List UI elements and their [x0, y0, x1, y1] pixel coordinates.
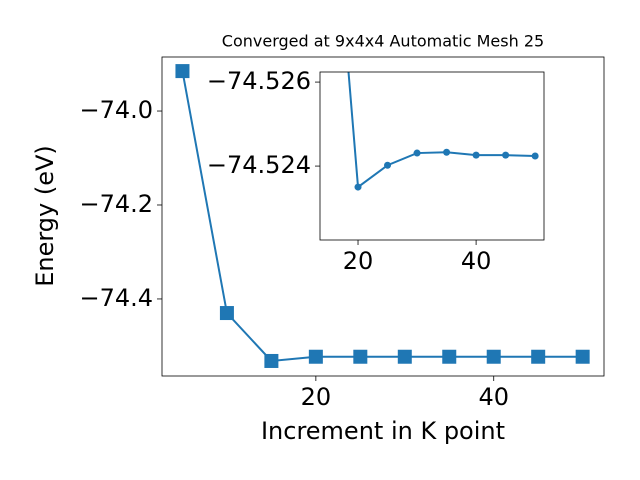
- marker: [397, 349, 412, 364]
- marker: [442, 349, 457, 364]
- marker: [264, 353, 279, 368]
- y-tick-label: −74.0: [79, 96, 153, 124]
- marker: [486, 349, 501, 364]
- data-line: [181, 70, 583, 363]
- marker: [308, 349, 323, 364]
- plot-area: [347, 72, 539, 191]
- marker: [384, 161, 392, 169]
- chart-title: Converged at 9x4x4 Automatic Mesh 25: [222, 32, 544, 51]
- marker: [413, 149, 421, 157]
- y-tick-label: −74.524: [207, 151, 311, 179]
- x-tick-label: 20: [301, 383, 332, 411]
- marker: [443, 148, 451, 156]
- x-tick-label: 40: [461, 247, 492, 275]
- y-tick-label: −74.2: [79, 190, 153, 218]
- x-axis-label: Increment in K point: [261, 417, 505, 445]
- marker: [531, 152, 539, 160]
- data-line: [347, 72, 536, 189]
- marker: [354, 183, 362, 191]
- plot-area: [175, 64, 590, 368]
- marker: [575, 349, 590, 364]
- y-tick-label: −74.526: [207, 67, 311, 95]
- y-tick-label: −74.4: [79, 284, 153, 312]
- axes-frame: [161, 56, 605, 377]
- marker: [472, 151, 480, 159]
- x-tick-label: 40: [478, 383, 509, 411]
- axes-frame: [319, 71, 545, 241]
- y-axis-label: Energy (eV): [31, 145, 59, 287]
- marker: [353, 349, 368, 364]
- marker: [175, 64, 190, 79]
- marker: [219, 306, 234, 321]
- marker: [502, 151, 510, 159]
- x-tick-label: 20: [343, 247, 374, 275]
- marker: [531, 349, 546, 364]
